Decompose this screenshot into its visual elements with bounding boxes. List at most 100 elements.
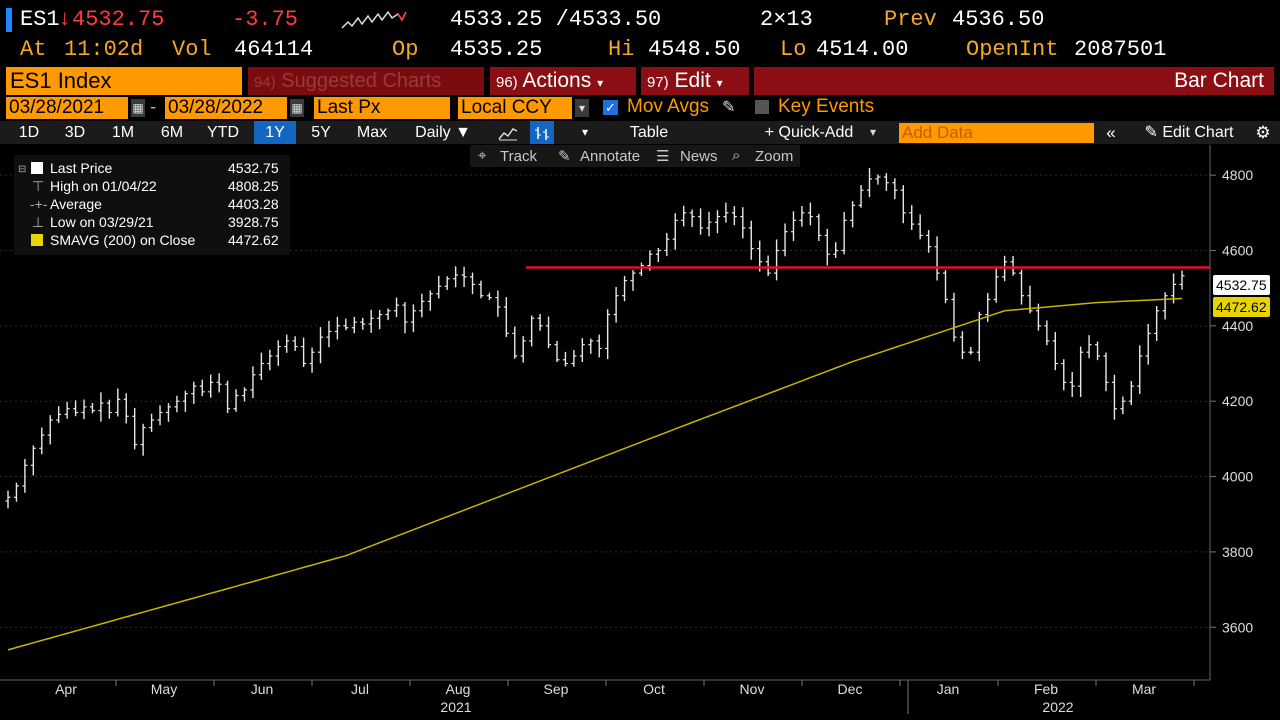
legend-value: 4472.62 — [228, 232, 279, 248]
legend-label: SMAVG (200) on Close — [50, 232, 196, 248]
mov-avgs-checkbox[interactable]: ✓ — [603, 100, 618, 115]
edit-menu[interactable]: 97) Edit ▾ — [641, 67, 749, 95]
legend-swatch-yellow — [31, 234, 43, 246]
y-tick-label: 4800 — [1222, 167, 1253, 183]
line-chart-icon[interactable] — [490, 121, 526, 144]
legend-row-last-price: ⊟ Last Price 4532.75 — [14, 159, 290, 177]
magnifier-icon: ⌕ — [732, 147, 741, 164]
edit-label: Edit — [674, 69, 711, 92]
month-label: Feb — [1034, 681, 1058, 697]
chevron-down-icon[interactable]: ▾ — [575, 99, 589, 117]
bid-ask: 4533.25 /4533.50 — [450, 7, 662, 32]
annotate-tool[interactable]: Annotate — [580, 148, 641, 165]
legend-label: High on 01/04/22 — [50, 178, 157, 194]
year-label: 2021 — [440, 699, 471, 715]
sparkline-icon — [341, 10, 407, 29]
mov-avgs-label: Mov Avgs — [627, 96, 710, 117]
low-marker-icon: ⊥ — [32, 214, 45, 230]
edit-chart-button[interactable]: ✎ Edit Chart — [1130, 121, 1248, 144]
actions-menu[interactable]: 96) Actions ▾ — [490, 67, 636, 95]
month-label: Jun — [251, 681, 274, 697]
net-change: -3.75 — [232, 7, 299, 32]
dropdown-caret-icon: ▾ — [597, 76, 604, 90]
news-tool[interactable]: News — [680, 148, 718, 165]
low-label: Lo — [780, 37, 807, 62]
open-label: Op — [392, 37, 419, 62]
bar-chart-icon[interactable] — [530, 121, 554, 144]
frequency-select[interactable]: Daily ▼ — [415, 124, 471, 141]
high-marker-icon: ⊤ — [32, 178, 45, 194]
period-1d[interactable]: 1D — [18, 124, 40, 141]
suggested-charts-number: 94) — [254, 74, 276, 91]
legend-label: Last Price — [50, 160, 113, 176]
last-price: 4532.75 — [72, 7, 165, 32]
period-1y[interactable]: 1Y — [254, 121, 296, 144]
y-tick-label: 4400 — [1222, 318, 1253, 334]
chart-type-title: Bar Chart — [754, 67, 1274, 95]
date-range-dash: - — [150, 97, 157, 118]
legend-value: 4808.25 — [228, 178, 279, 194]
security-field[interactable]: ES1 Index — [6, 67, 242, 95]
month-label: May — [151, 681, 177, 697]
high-price: 4548.50 — [648, 37, 741, 62]
prev-label: Prev — [884, 7, 937, 32]
openint-label: OpenInt — [966, 37, 1059, 62]
legend-row-average: -+- Average 4403.28 — [14, 195, 290, 213]
dropdown-caret-icon: ▾ — [716, 76, 723, 90]
last-price-tag: 4532.75 — [1213, 275, 1270, 295]
sma-200-line — [7, 297, 1183, 651]
price-field-select[interactable]: Last Px — [314, 97, 450, 119]
crosshair-icon: ⌖ — [478, 147, 487, 164]
open-interest: 2087501 — [1074, 37, 1167, 62]
collapse-icon[interactable]: ⊟ — [18, 164, 27, 175]
pencil-icon[interactable]: ✎ — [722, 99, 736, 116]
legend-label: Low on 03/29/21 — [50, 214, 154, 230]
zoom-tool[interactable]: Zoom — [755, 148, 794, 165]
collapse-icon[interactable]: « — [1106, 123, 1116, 142]
y-tick-label: 4000 — [1222, 469, 1253, 485]
chart-subtoolbar: ⌖ Track ✎ Annotate ☰ News ⌕ Zoom — [470, 145, 800, 167]
chart-type-dropdown-icon[interactable]: ▾ — [581, 125, 589, 139]
period-3d[interactable]: 3D — [64, 124, 86, 141]
average-marker-icon: -+- — [30, 196, 48, 212]
legend-row-sma: SMAVG (200) on Close 4472.62 — [14, 231, 290, 249]
track-tool[interactable]: Track — [500, 148, 537, 165]
at-label: At — [20, 37, 47, 62]
suggested-charts-button[interactable]: 94) Suggested Charts — [248, 67, 484, 95]
key-events-checkbox[interactable] — [755, 100, 769, 114]
period-1m[interactable]: 1M — [111, 124, 135, 141]
month-label: Dec — [838, 681, 863, 697]
quick-add-button[interactable]: + Quick-Add — [764, 124, 854, 141]
month-label: Nov — [740, 681, 765, 697]
month-label: Jul — [351, 681, 369, 697]
month-label: Apr — [55, 681, 77, 697]
edit-chart-label: Edit Chart — [1162, 124, 1234, 141]
chart-legend[interactable]: ⊟ Last Price 4532.75 ⊤ High on 01/04/22 … — [14, 155, 290, 255]
period-6m[interactable]: 6M — [160, 124, 184, 141]
start-date-field[interactable]: 03/28/2021 — [6, 97, 128, 119]
pencil-icon: ✎ — [1144, 124, 1158, 141]
calendar-icon[interactable]: ▦ — [290, 99, 304, 117]
suggested-charts-label: Suggested Charts — [281, 70, 442, 92]
period-max[interactable]: Max — [356, 124, 388, 141]
chevron-down-icon[interactable]: ▾ — [870, 125, 877, 139]
legend-value: 3928.75 — [228, 214, 279, 230]
pencil-icon: ✎ — [558, 148, 571, 165]
add-data-input[interactable]: Add Data — [899, 123, 1094, 143]
period-ytd[interactable]: YTD — [207, 124, 239, 141]
currency-select[interactable]: Local CCY — [458, 97, 572, 119]
table-button[interactable]: Table — [629, 124, 669, 141]
legend-value: 4403.28 — [228, 196, 279, 212]
y-tick-label: 4600 — [1222, 242, 1253, 258]
end-date-field[interactable]: 03/28/2022 — [165, 97, 287, 119]
gear-icon[interactable]: ⚙ — [1255, 123, 1271, 142]
quote-time: 11:02d — [64, 37, 144, 62]
period-5y[interactable]: 5Y — [311, 124, 331, 141]
y-tick-label: 3800 — [1222, 544, 1253, 560]
calendar-icon[interactable]: ▦ — [131, 99, 145, 117]
security-indicator — [6, 8, 12, 32]
month-label: Aug — [446, 681, 471, 697]
volume: 464114 — [234, 37, 314, 62]
news-icon: ☰ — [656, 148, 670, 165]
